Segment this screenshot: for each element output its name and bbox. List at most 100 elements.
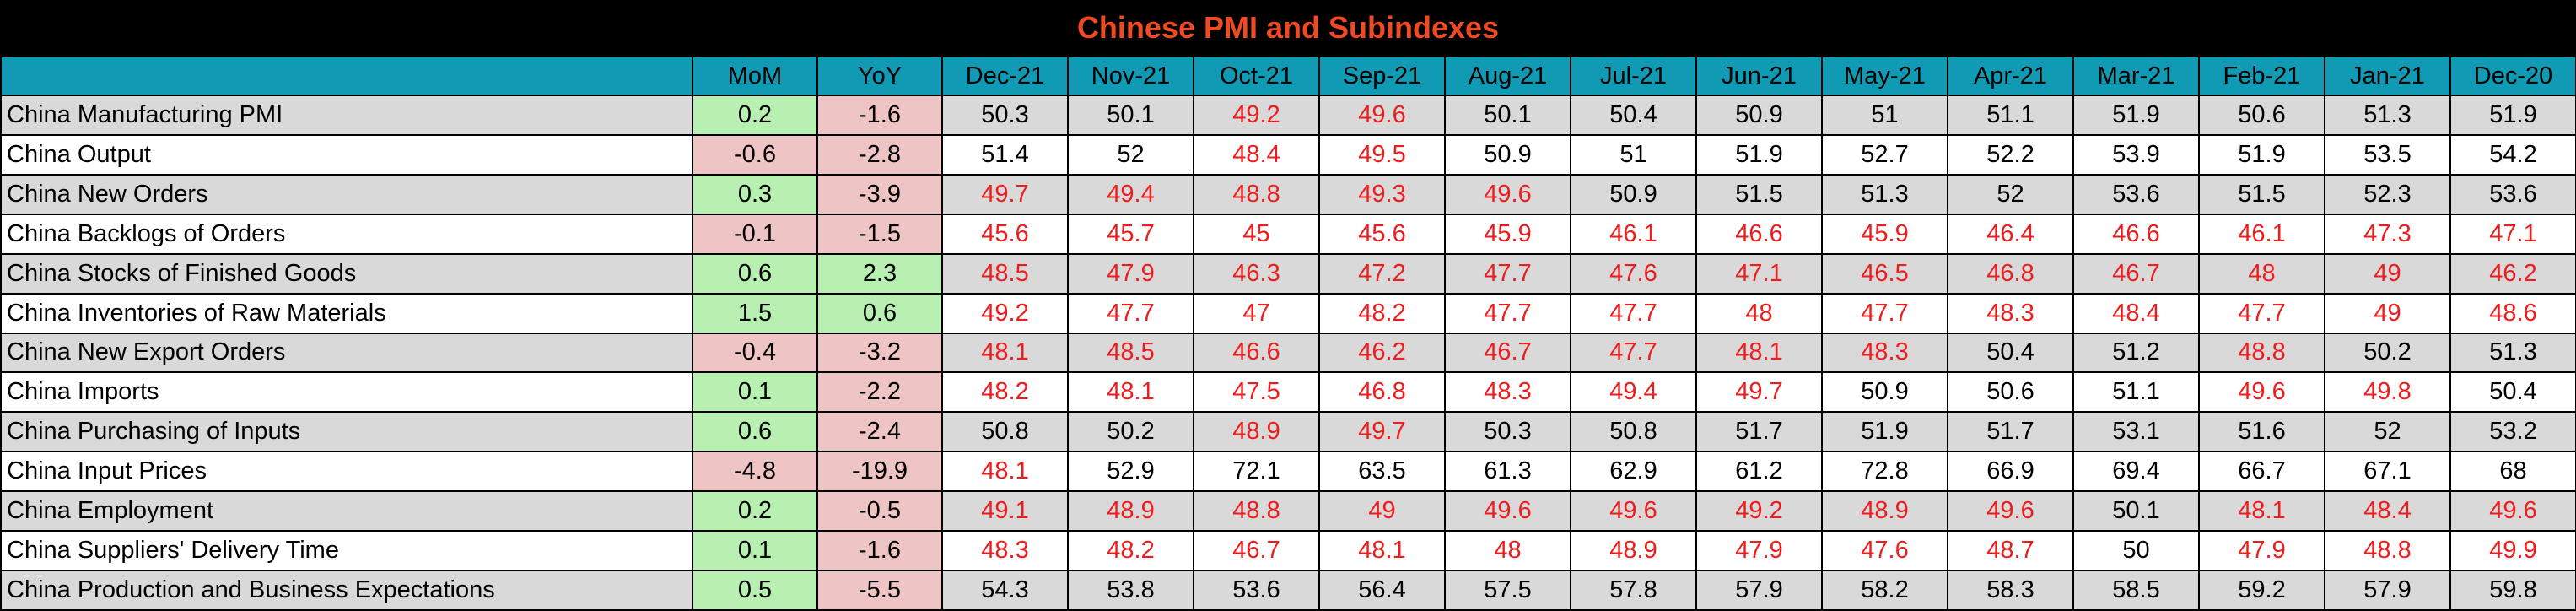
value-cell: 48.8: [2324, 530, 2451, 572]
value-cell: 49.9: [2449, 530, 2576, 572]
yoy-cell: -5.5: [816, 570, 943, 611]
row-label: China Input Prices: [0, 451, 693, 493]
yoy-cell: -3.2: [816, 332, 943, 374]
yoy-cell: -1.5: [816, 213, 943, 255]
row-label: China Suppliers' Delivery Time: [0, 530, 693, 572]
value-cell: 58.2: [1821, 570, 1948, 611]
header-cell: Nov-21: [1067, 56, 1194, 96]
value-cell: 46.6: [1695, 213, 1823, 255]
value-cell: 53.6: [1193, 570, 1320, 611]
value-cell: 53.6: [2072, 173, 2200, 215]
value-cell: 49.1: [941, 490, 1069, 533]
header-cell: Dec-21: [941, 56, 1069, 96]
yoy-cell: -2.8: [816, 133, 943, 176]
mom-cell: 0.1: [692, 371, 818, 414]
yoy-cell: -2.2: [816, 371, 943, 414]
value-cell: 58.5: [2072, 570, 2200, 611]
row-label: China New Orders: [0, 173, 693, 215]
value-cell: 50.4: [1570, 95, 1697, 136]
table-row: China Purchasing of Inputs 0.6 -2.4 50.8 50.…: [0, 411, 2576, 453]
header-cell: Apr-21: [1947, 56, 2074, 96]
value-cell: 63.5: [1318, 451, 1446, 493]
yoy-cell: 0.6: [816, 292, 943, 334]
value-cell: 48.2: [1067, 530, 1194, 572]
header-cell: Feb-21: [2198, 56, 2325, 96]
value-cell: 50.6: [1947, 371, 2074, 414]
yoy-cell: -1.6: [816, 530, 943, 572]
row-label: China Backlogs of Orders: [0, 213, 693, 255]
value-cell: 50.2: [2324, 332, 2451, 374]
value-cell: 46.4: [1947, 213, 2074, 255]
value-cell: 56.4: [1318, 570, 1446, 611]
value-cell: 47.3: [2324, 213, 2451, 255]
value-cell: 48.5: [1067, 332, 1194, 374]
table-row: China New Orders 0.3 -3.9 49.7 49.4 48.8 49.3 4…: [0, 173, 2576, 215]
mom-cell: 0.1: [692, 530, 818, 572]
value-cell: 51.1: [1947, 95, 2074, 136]
header-cell: YoY: [816, 56, 943, 96]
value-cell: 49.7: [1695, 371, 1823, 414]
value-cell: 47: [1193, 292, 1320, 334]
row-label: China Purchasing of Inputs: [0, 411, 693, 453]
value-cell: 48.8: [1193, 173, 1320, 215]
value-cell: 48.3: [1947, 292, 2074, 334]
value-cell: 46.1: [2198, 213, 2325, 255]
table-row: China Imports 0.1 -2.2 48.2 48.1 47.5 46.8 48.3…: [0, 371, 2576, 414]
value-cell: 52.2: [1947, 133, 2074, 176]
value-cell: 49: [1318, 490, 1446, 533]
value-cell: 57.9: [1695, 570, 1823, 611]
value-cell: 69.4: [2072, 451, 2200, 493]
value-cell: 67.1: [2324, 451, 2451, 493]
value-cell: 49.5: [1318, 133, 1446, 176]
value-cell: 48: [1695, 292, 1823, 334]
value-cell: 47.7: [1444, 252, 1571, 295]
value-cell: 47.9: [2198, 530, 2325, 572]
value-cell: 48.3: [1821, 332, 1948, 374]
table-row: China Employment 0.2 -0.5 49.1 48.9 48.8 49 49.…: [0, 490, 2576, 533]
mom-cell: 0.3: [692, 173, 818, 215]
value-cell: 46.7: [2072, 252, 2200, 295]
value-cell: 47.7: [1444, 292, 1571, 334]
value-cell: 58.3: [1947, 570, 2074, 611]
value-cell: 50.9: [1444, 133, 1571, 176]
value-cell: 51.2: [2072, 332, 2200, 374]
value-cell: 48.8: [2198, 332, 2325, 374]
value-cell: 50.3: [941, 95, 1069, 136]
value-cell: 52.9: [1067, 451, 1194, 493]
value-cell: 45.9: [1821, 213, 1948, 255]
mom-cell: -4.8: [692, 451, 818, 493]
table-row: China Suppliers' Delivery Time 0.1 -1.6 48.…: [0, 530, 2576, 572]
value-cell: 50.2: [1067, 411, 1194, 453]
value-cell: 72.1: [1193, 451, 1320, 493]
header-cell: Aug-21: [1444, 56, 1571, 96]
header-cell: MoM: [692, 56, 818, 96]
value-cell: 57.8: [1570, 570, 1697, 611]
value-cell: 49.8: [2324, 371, 2451, 414]
value-cell: 48.1: [1318, 530, 1446, 572]
value-cell: 49.3: [1318, 173, 1446, 215]
mom-cell: -0.1: [692, 213, 818, 255]
value-cell: 49.2: [1695, 490, 1823, 533]
value-cell: 51.3: [2449, 332, 2576, 374]
value-cell: 61.3: [1444, 451, 1571, 493]
value-cell: 48.5: [941, 252, 1069, 295]
value-cell: 52.7: [1821, 133, 1948, 176]
value-cell: 49.2: [941, 292, 1069, 334]
header-cell: Jul-21: [1570, 56, 1697, 96]
value-cell: 50: [2072, 530, 2200, 572]
mom-cell: 1.5: [692, 292, 818, 334]
yoy-cell: 2.3: [816, 252, 943, 295]
value-cell: 51.5: [1695, 173, 1823, 215]
row-label: China Manufacturing PMI: [0, 95, 693, 136]
table-row: China Inventories of Raw Materials 1.5 0.6…: [0, 292, 2576, 334]
value-cell: 46.6: [1193, 332, 1320, 374]
value-cell: 50.4: [1947, 332, 2074, 374]
value-cell: 53.6: [2449, 173, 2576, 215]
value-cell: 51.4: [941, 133, 1069, 176]
mom-cell: 0.2: [692, 490, 818, 533]
value-cell: 53.8: [1067, 570, 1194, 611]
value-cell: 46.2: [2449, 252, 2576, 295]
value-cell: 48.9: [1193, 411, 1320, 453]
value-cell: 54.2: [2449, 133, 2576, 176]
table-title: Chinese PMI and Subindexes: [0, 0, 2576, 56]
